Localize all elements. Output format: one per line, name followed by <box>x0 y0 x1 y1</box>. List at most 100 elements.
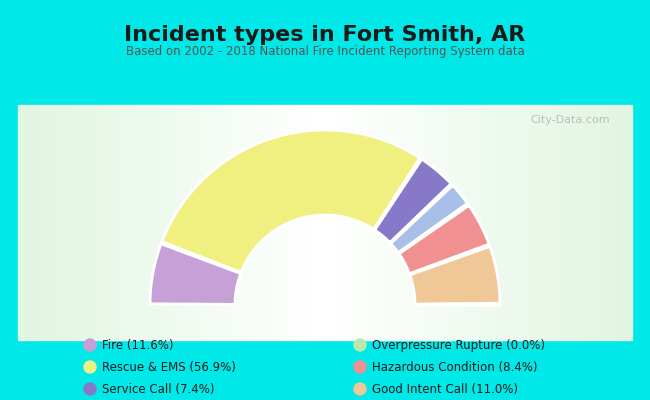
Bar <box>574 105 577 340</box>
Bar <box>147 105 150 340</box>
Bar <box>252 105 254 340</box>
Bar <box>393 105 396 340</box>
Bar <box>445 105 448 340</box>
Bar <box>282 105 285 340</box>
Bar <box>564 105 567 340</box>
Bar <box>129 105 131 340</box>
Bar <box>64 105 67 340</box>
Bar <box>141 105 144 340</box>
Bar <box>193 105 196 340</box>
Bar <box>190 105 193 340</box>
Bar <box>546 105 549 340</box>
Bar <box>491 105 494 340</box>
Bar <box>42 105 46 340</box>
Bar <box>543 105 546 340</box>
Bar <box>598 105 601 340</box>
Bar <box>389 105 393 340</box>
Text: Rescue & EMS (56.9%): Rescue & EMS (56.9%) <box>102 360 236 374</box>
Bar <box>273 105 276 340</box>
Bar <box>604 105 608 340</box>
Bar <box>396 105 398 340</box>
Bar <box>439 105 441 340</box>
Bar <box>503 105 506 340</box>
Bar <box>279 105 282 340</box>
Bar <box>341 105 343 340</box>
Bar <box>417 105 420 340</box>
Bar <box>430 105 432 340</box>
Bar <box>515 105 519 340</box>
Bar <box>374 105 377 340</box>
Bar <box>460 105 463 340</box>
Bar <box>49 105 52 340</box>
Text: Incident types in Fort Smith, AR: Incident types in Fort Smith, AR <box>124 25 526 45</box>
Bar <box>199 105 202 340</box>
Bar <box>181 105 184 340</box>
Bar <box>70 105 73 340</box>
Bar <box>297 105 300 340</box>
Bar <box>257 105 261 340</box>
Bar <box>307 105 309 340</box>
Bar <box>466 105 469 340</box>
Bar <box>266 105 270 340</box>
Bar <box>211 105 214 340</box>
Bar <box>362 105 365 340</box>
Bar <box>138 105 141 340</box>
Bar <box>319 105 322 340</box>
Bar <box>512 105 515 340</box>
Bar <box>365 105 368 340</box>
Bar <box>530 105 534 340</box>
Bar <box>46 105 49 340</box>
Bar <box>368 105 371 340</box>
Bar <box>411 105 414 340</box>
Bar <box>177 105 181 340</box>
Bar <box>432 105 436 340</box>
Bar <box>214 105 218 340</box>
Bar <box>254 105 257 340</box>
Bar <box>218 105 220 340</box>
Text: City-Data.com: City-Data.com <box>530 115 610 125</box>
Bar <box>386 105 389 340</box>
Polygon shape <box>398 204 469 254</box>
Bar <box>473 105 475 340</box>
Bar <box>156 105 159 340</box>
Bar <box>101 105 104 340</box>
Bar <box>485 105 488 340</box>
Bar <box>451 105 454 340</box>
Bar <box>500 105 503 340</box>
Bar <box>608 105 610 340</box>
Bar <box>107 105 110 340</box>
Bar <box>285 105 288 340</box>
Bar <box>76 105 79 340</box>
Circle shape <box>84 361 96 373</box>
Bar <box>150 105 153 340</box>
Bar <box>122 105 125 340</box>
Bar <box>220 105 224 340</box>
Polygon shape <box>398 204 469 254</box>
Bar <box>95 105 98 340</box>
Bar <box>313 105 316 340</box>
Bar <box>300 105 304 340</box>
Bar <box>377 105 380 340</box>
Bar <box>469 105 473 340</box>
Bar <box>454 105 457 340</box>
Circle shape <box>84 339 96 351</box>
Bar <box>359 105 362 340</box>
Bar <box>205 105 209 340</box>
Bar <box>24 105 27 340</box>
Bar <box>113 105 116 340</box>
Bar <box>426 105 430 340</box>
Bar <box>36 105 40 340</box>
Polygon shape <box>150 244 240 304</box>
Bar <box>304 105 307 340</box>
Bar <box>528 105 530 340</box>
Bar <box>61 105 64 340</box>
Bar <box>334 105 337 340</box>
Bar <box>350 105 353 340</box>
Bar <box>337 105 341 340</box>
Bar <box>110 105 113 340</box>
Bar <box>525 105 528 340</box>
Bar <box>196 105 199 340</box>
Bar <box>162 105 165 340</box>
Bar <box>79 105 83 340</box>
Bar <box>346 105 350 340</box>
